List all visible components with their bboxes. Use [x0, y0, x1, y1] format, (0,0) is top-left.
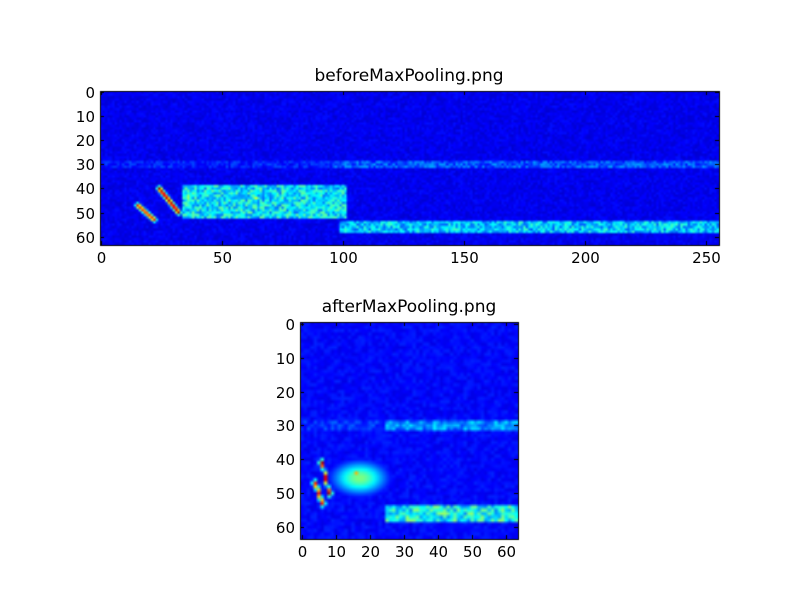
y-tick-label: 0: [285, 315, 295, 334]
x-tick-label: 0: [297, 543, 308, 561]
y-tick-label: 30: [275, 416, 295, 435]
x-tick-label: 20: [360, 543, 381, 561]
y-tick-label: 20: [75, 131, 95, 150]
y-tick-label: 10: [275, 349, 295, 368]
y-tick-label: 60: [275, 518, 295, 537]
chart-title-after: afterMaxPooling.png: [321, 297, 497, 317]
x-tick-label: 30: [394, 543, 415, 561]
y-tick-label: 50: [275, 484, 295, 503]
x-tick-label: 100: [329, 249, 358, 267]
y-tick-label: 10: [75, 107, 95, 126]
y-tick-label: 20: [275, 383, 295, 402]
x-tick-label: 60: [496, 543, 517, 561]
x-tick-label: 50: [212, 249, 233, 267]
x-tick-label: 10: [326, 543, 347, 561]
y-tick-label: 40: [75, 179, 95, 198]
y-tick-label: 0: [85, 83, 95, 102]
x-tick-label: 200: [571, 249, 600, 267]
y-tick-label: 40: [275, 450, 295, 469]
x-tick-label: 40: [428, 543, 449, 561]
y-tick-label: 50: [75, 204, 95, 223]
y-tick-label: 30: [75, 155, 95, 174]
x-tick-label: 0: [96, 249, 107, 267]
chart-title-before: beforeMaxPooling.png: [314, 66, 504, 86]
y-tick-label: 60: [75, 228, 95, 247]
x-tick-label: 50: [462, 543, 483, 561]
x-tick-label: 250: [692, 249, 721, 267]
x-tick-label: 150: [450, 249, 479, 267]
